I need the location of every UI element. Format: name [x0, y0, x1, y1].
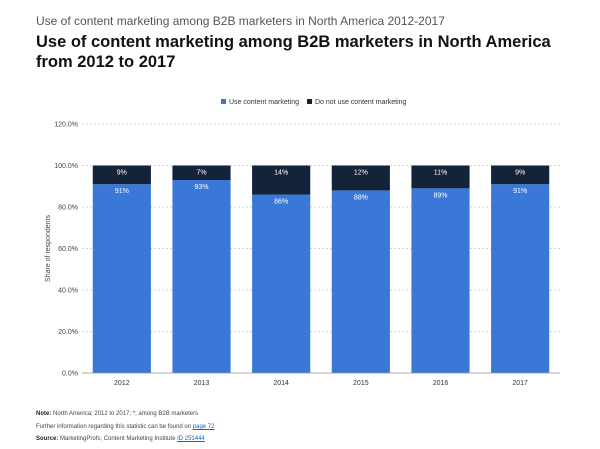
- data-label: 88%: [354, 194, 368, 201]
- data-label: 11%: [434, 170, 448, 177]
- data-label: 89%: [433, 192, 447, 199]
- bar-not-use: [491, 165, 550, 185]
- x-tick-label: 2015: [353, 380, 369, 387]
- source-label: Source:: [36, 436, 59, 442]
- bar-use: [411, 188, 470, 373]
- bar-use: [252, 194, 311, 373]
- data-label: 7%: [196, 170, 206, 177]
- data-label: 9%: [515, 170, 525, 177]
- y-axis-label: Share of respondents: [45, 215, 52, 282]
- legend-swatch-use: [221, 99, 226, 104]
- x-tick-label: 2014: [273, 380, 289, 387]
- footer-note: Note: North America; 2012 to 2017; *; am…: [36, 411, 198, 417]
- legend-label: Use content marketing: [229, 99, 299, 106]
- bar-not-use: [331, 165, 390, 191]
- data-label: 14%: [274, 170, 288, 177]
- y-tick-label: 120.0%: [54, 122, 78, 129]
- bar-not-use: [172, 165, 231, 181]
- further-info-text: Further information regarding this stati…: [36, 424, 192, 430]
- bar-not-use: [411, 165, 470, 189]
- y-tick-label: 80.0%: [58, 205, 78, 212]
- chart-title: Use of content marketing among B2B marke…: [36, 33, 551, 71]
- page-link[interactable]: page 72: [192, 424, 215, 430]
- chart-supertitle: Use of content marketing among B2B marke…: [36, 14, 445, 28]
- footer-further-info: Further information regarding this stati…: [36, 424, 214, 430]
- bar-use: [331, 190, 390, 373]
- data-label: 91%: [513, 188, 527, 195]
- x-tick-label: 2016: [433, 380, 449, 387]
- bar-not-use: [252, 165, 311, 195]
- note-label: Note:: [36, 411, 52, 417]
- source-text: MarketingProfs; Content Marketing Instit…: [60, 436, 176, 442]
- y-tick-label: 40.0%: [58, 288, 78, 295]
- legend-label: Do not use content marketing: [315, 99, 407, 106]
- bar-not-use: [92, 165, 151, 185]
- x-tick-label: 2017: [512, 380, 528, 387]
- data-label: 91%: [115, 188, 129, 195]
- note-text: North America; 2012 to 2017; *; among B2…: [53, 411, 199, 417]
- data-label: 93%: [194, 184, 208, 191]
- statistic-id-link[interactable]: ID 251444: [177, 436, 205, 442]
- data-label: 12%: [354, 170, 368, 177]
- y-tick-label: 20.0%: [58, 329, 78, 336]
- data-label: 86%: [274, 199, 288, 206]
- bar-use: [172, 180, 231, 373]
- bar-use: [92, 184, 151, 373]
- data-label: 9%: [117, 170, 127, 177]
- footer-source: Source: MarketingProfs; Content Marketin…: [36, 436, 205, 442]
- y-tick-label: 0.0%: [62, 371, 78, 378]
- legend-swatch-not-use: [307, 99, 312, 104]
- x-tick-label: 2013: [194, 380, 210, 387]
- y-tick-label: 100.0%: [54, 163, 78, 170]
- bar-use: [491, 184, 550, 373]
- y-tick-label: 60.0%: [58, 246, 78, 253]
- x-tick-label: 2012: [114, 380, 130, 387]
